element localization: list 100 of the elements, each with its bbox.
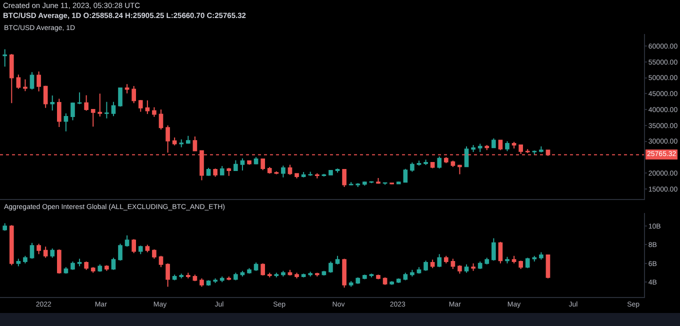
candlestick [43, 246, 48, 258]
candlestick [226, 276, 232, 281]
candlestick [64, 112, 68, 132]
candlestick [328, 261, 333, 274]
candlestick [260, 262, 265, 276]
candlestick [260, 158, 265, 171]
candlestick [444, 255, 448, 264]
candlestick [179, 273, 184, 279]
candlestick [138, 245, 143, 255]
candlestick [539, 146, 544, 153]
candlestick [525, 148, 530, 154]
candlestick [362, 274, 367, 280]
candlestick [498, 139, 503, 151]
candlestick [220, 166, 224, 176]
candlestick [254, 156, 258, 165]
candlestick [390, 182, 394, 185]
candlestick [124, 234, 130, 248]
candlestick [416, 160, 422, 166]
candlestick [464, 146, 469, 168]
candlestick [356, 182, 360, 188]
candlestick [308, 171, 313, 176]
candlestick [512, 141, 516, 150]
candlestick [240, 270, 245, 277]
candlestick [23, 255, 28, 264]
candlestick [57, 98, 62, 128]
candlestick [498, 241, 503, 264]
candlestick [111, 101, 116, 117]
candlestick [158, 255, 164, 268]
candlestick [2, 222, 8, 232]
candlestick [77, 92, 82, 105]
candlestick [152, 248, 156, 260]
candlestick [478, 261, 482, 270]
candlestick [57, 248, 62, 274]
candlestick [505, 256, 510, 264]
candlestick [220, 276, 224, 283]
candlestick [16, 258, 21, 267]
candlestick [294, 272, 299, 279]
candlestick [192, 136, 198, 152]
candlestick [50, 248, 55, 258]
candlestick [186, 135, 190, 144]
candlestick [186, 272, 190, 279]
candlestick [288, 164, 292, 176]
candlestick [213, 168, 218, 178]
candlestick [484, 257, 490, 265]
candlestick [539, 252, 544, 260]
candlestick [43, 85, 48, 108]
candlestick [30, 72, 34, 90]
candlestick [9, 224, 14, 266]
candlestick [240, 158, 245, 171]
candlestick [464, 264, 469, 274]
candlestick [118, 243, 122, 262]
candlestick [111, 257, 116, 270]
candlestick [396, 181, 401, 184]
candlestick [444, 156, 448, 164]
candlestick [226, 167, 232, 176]
candlestick [234, 160, 238, 172]
candlestick [124, 84, 130, 94]
candlestick [70, 261, 75, 270]
candlestick [158, 109, 164, 130]
candlestick [234, 272, 238, 281]
candlestick [179, 138, 184, 148]
candlestick [314, 272, 320, 277]
candlestick [200, 278, 204, 288]
candlestick [132, 238, 136, 254]
candlestick [274, 272, 279, 278]
candlestick [471, 262, 476, 272]
candlestick [281, 270, 286, 277]
candlestick [308, 271, 313, 277]
candlestick [294, 173, 299, 179]
candlestick [104, 101, 109, 119]
candlestick [98, 264, 102, 272]
candlestick [152, 106, 156, 118]
candlestick [247, 160, 252, 166]
candlestick [518, 260, 523, 270]
candlestick [70, 102, 75, 121]
candlestick [505, 140, 510, 152]
candlestick [356, 276, 360, 284]
candlestick [2, 48, 8, 68]
candlestick [30, 242, 34, 260]
candlestick [484, 144, 490, 151]
candlestick [213, 278, 218, 284]
candlestick [104, 264, 109, 272]
candlestick [342, 258, 346, 288]
candlestick [546, 254, 550, 279]
candlestick [410, 162, 414, 172]
candlestick [518, 144, 523, 154]
candlestick [342, 168, 346, 188]
candlestick [525, 257, 530, 269]
candlestick [301, 172, 306, 178]
candlestick [430, 259, 435, 269]
candlestick [98, 93, 102, 117]
candlestick [335, 255, 340, 265]
candlestick [77, 258, 82, 267]
candlestick [274, 170, 279, 175]
candlestick [532, 255, 537, 262]
candlestick [430, 162, 435, 169]
candlestick [458, 264, 462, 274]
candlestick [267, 272, 272, 278]
candlestick [84, 94, 88, 112]
candlestick [437, 156, 442, 170]
